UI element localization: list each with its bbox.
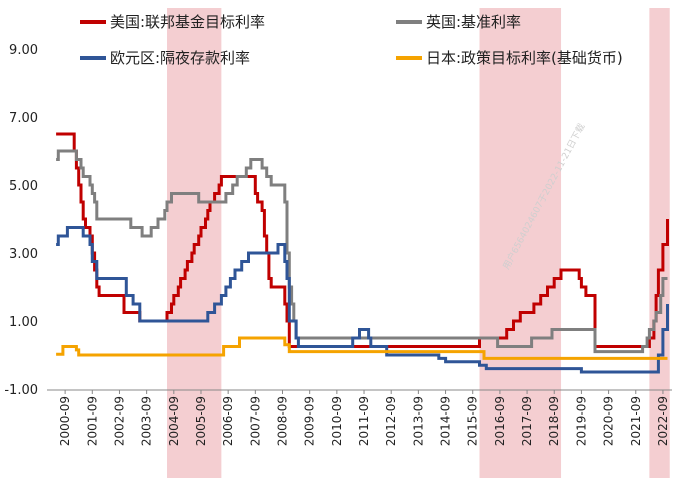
series-line-jp	[56, 336, 668, 360]
x-axis: 2000-09 2001-09 2002-09 2003-09 2004-09 2005-…	[47, 389, 672, 446]
legend-label-jp: 日本:政策目标利率(基础货币)	[426, 49, 623, 67]
x-tick-label: 2000-09	[58, 396, 72, 446]
x-tick-label: 2001-09	[85, 396, 99, 446]
y-tick-label: 9.00	[9, 43, 38, 58]
series-line-uk	[56, 149, 668, 354]
legend-item-jp: 日本:政策目标利率(基础货币)	[396, 49, 623, 67]
shaded-period-2	[479, 8, 562, 478]
shaded-periods	[167, 8, 670, 478]
legend-label-uk: 英国:基准利率	[426, 13, 521, 31]
x-tick-label: 2002-09	[112, 396, 126, 446]
y-tick-label: 7.00	[9, 111, 38, 126]
x-tick-label: 2010-09	[330, 396, 344, 446]
legend-item-uk: 英国:基准利率	[396, 13, 521, 31]
legend-label-us: 美国:联邦基金目标利率	[110, 13, 265, 31]
x-tick-label: 2011-09	[357, 396, 371, 446]
series-lines	[56, 132, 669, 374]
x-tick-label: 2004-09	[167, 396, 181, 446]
y-tick-label: 5.00	[9, 179, 38, 194]
legend-label-eu: 欧元区:隔夜存款利率	[110, 49, 250, 67]
legend: 美国:联邦基金目标利率 英国:基准利率 欧元区:隔夜存款利率 日本:政策目标利率…	[80, 13, 623, 67]
x-tick-label: 2005-09	[194, 396, 208, 446]
x-tick-label: 2007-09	[248, 396, 262, 446]
x-tick-label: 2008-09	[276, 396, 290, 446]
legend-item-eu: 欧元区:隔夜存款利率	[80, 49, 250, 67]
legend-item-us: 美国:联邦基金目标利率	[80, 13, 265, 31]
series-line-us	[56, 132, 669, 348]
x-tick-label: 2012-09	[384, 396, 398, 446]
x-tick-label: 2003-09	[140, 396, 154, 446]
y-tick-label: 1.00	[9, 315, 38, 330]
x-tick-label: 2019-09	[574, 396, 588, 446]
y-axis: 9.00 7.00 5.00 3.00 1.00 -1.00	[4, 43, 38, 398]
x-tick-label: 2006-09	[221, 396, 235, 446]
series-line-eu	[56, 226, 669, 374]
x-tick-label: 2014-09	[439, 396, 453, 446]
y-tick-label: -1.00	[4, 383, 38, 398]
x-tick-label: 2015-09	[466, 396, 480, 446]
x-tick-label: 2021-09	[629, 396, 643, 446]
y-tick-label: 3.00	[9, 247, 38, 262]
x-tick-label: 2009-09	[303, 396, 317, 446]
shaded-period-3	[649, 8, 670, 478]
x-tick-label: 2016-09	[493, 396, 507, 446]
x-tick-label: 2022-09	[656, 396, 670, 446]
x-tick-label: 2017-09	[520, 396, 534, 446]
x-tick-label: 2018-09	[547, 396, 561, 446]
x-tick-label: 2013-09	[411, 396, 425, 446]
x-tick-label: 2020-09	[602, 396, 616, 446]
